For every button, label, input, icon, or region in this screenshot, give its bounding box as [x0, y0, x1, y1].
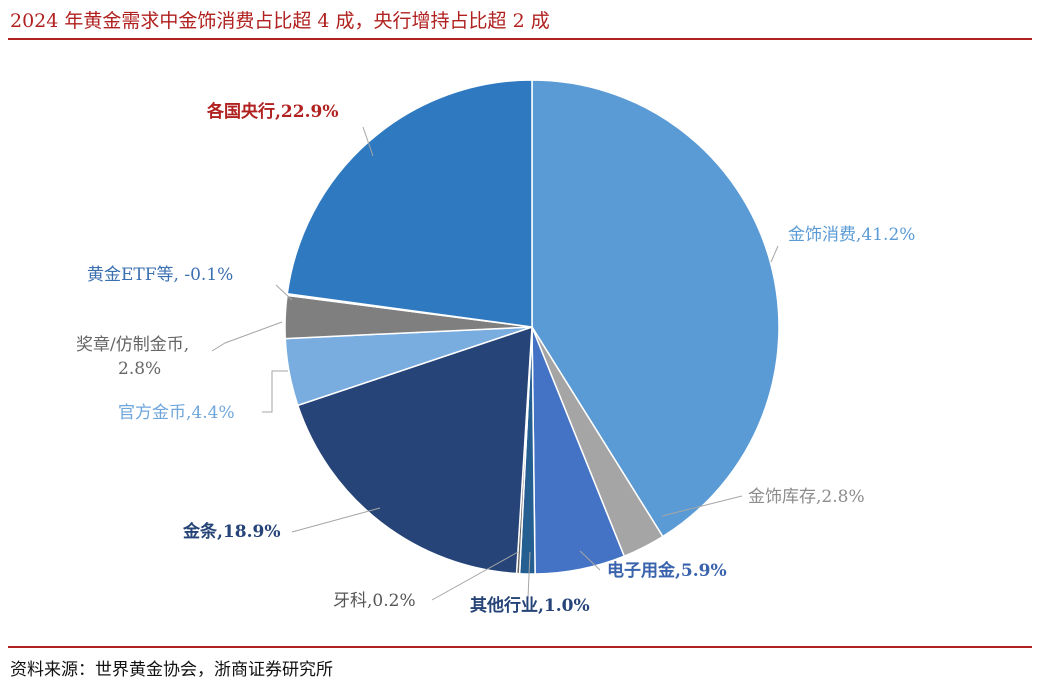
slice-label-10: 各国央行,22.9%: [206, 101, 338, 122]
slice-label-6: 金条,18.9%: [182, 521, 280, 542]
slice-label-8: 奖章/仿制金币, 2.8%: [76, 335, 189, 379]
source-note: 资料来源：世界黄金协会，浙商证券研究所: [10, 660, 333, 680]
leader-line-1: [770, 245, 779, 263]
slice-labels: 金饰消费,41.2% 金饰库存,2.8% 电子用金,5.9% 其他行业,1.0% 牙科,…: [76, 101, 915, 616]
leader-line-5: [431, 551, 519, 601]
slice-label-9: 黄金ETF等, -0.1%: [87, 265, 233, 285]
slice-label-7: 官方金币,4.4%: [118, 403, 235, 423]
leader-line-6: [291, 507, 381, 533]
leader-line-8: [211, 321, 283, 352]
slice-label-1: 金饰消费,41.2%: [788, 225, 915, 245]
leader-line-9: [275, 284, 293, 301]
slice-label-2: 金饰库存,2.8%: [748, 487, 865, 507]
page-title: 2024 年黄金需求中金饰消费占比超 4 成，央行增持占比超 2 成: [10, 10, 550, 32]
slice-label-4: 其他行业,1.0%: [470, 595, 590, 616]
leader-line-2: [661, 495, 743, 517]
leader-line-7: [262, 370, 288, 413]
slice-label-3: 电子用金,5.9%: [607, 560, 727, 581]
leader-line-3: [579, 550, 601, 571]
pie-slice-6: [296, 325, 533, 575]
slice-label-5: 牙科,0.2%: [333, 591, 416, 611]
pie-slices: [284, 79, 780, 575]
title-rule: [8, 38, 1032, 40]
pie-slice-10: [286, 79, 533, 328]
leader-line-10: [362, 126, 374, 157]
leader-lines: [211, 126, 779, 601]
source-rule: [8, 646, 1032, 648]
leader-line-4: [527, 551, 531, 599]
pie-slice-1: [531, 79, 780, 538]
